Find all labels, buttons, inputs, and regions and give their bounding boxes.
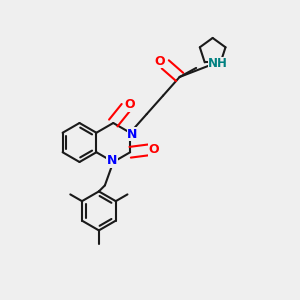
Text: NH: NH [208,57,228,70]
Text: N: N [128,128,138,141]
Text: O: O [124,98,135,111]
Text: N: N [106,154,117,167]
Text: O: O [154,55,165,68]
Text: O: O [149,143,160,156]
